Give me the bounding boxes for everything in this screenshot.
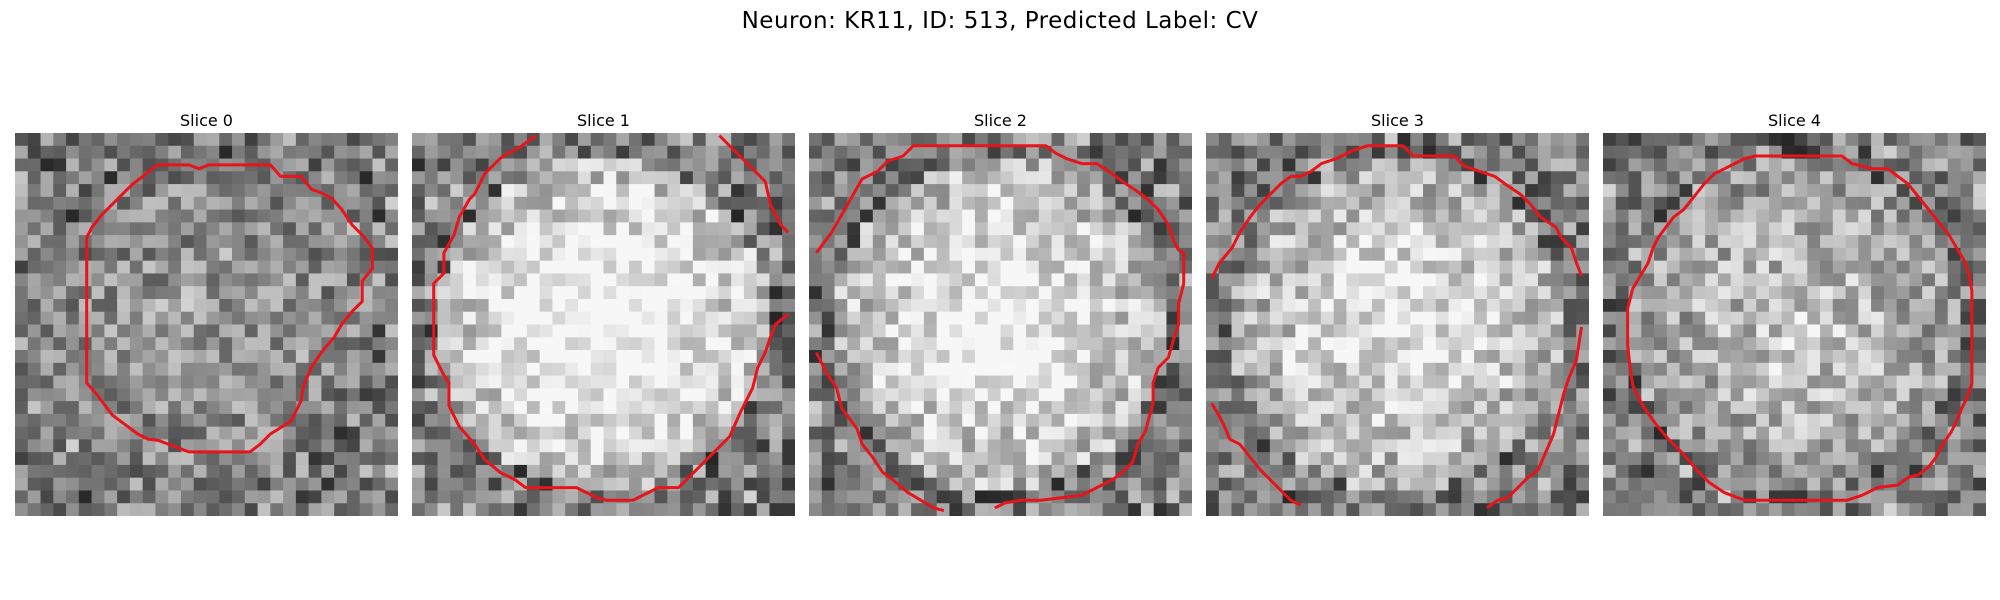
pixel-grid (809, 133, 1192, 516)
contour-line (814, 351, 945, 513)
slice-image (412, 133, 795, 516)
slice-image (809, 133, 1192, 516)
slice-image (15, 133, 398, 516)
figure-title: Neuron: KR11, ID: 513, Predicted Label: … (741, 8, 1259, 34)
pixel-grid (15, 133, 398, 516)
contour-line (1486, 326, 1584, 510)
pixel-grid (1206, 133, 1589, 516)
contour-line (994, 248, 1186, 510)
contour-line (718, 134, 790, 234)
slice-image (1603, 133, 1986, 516)
pixel-grid (1603, 133, 1986, 516)
contour-line (815, 144, 1180, 254)
panel-slice-0: Slice 0 (15, 109, 398, 516)
contour-line (1626, 154, 1974, 502)
panel-slice-4: Slice 4 (1603, 109, 1986, 516)
contour-line (1210, 402, 1302, 507)
panel-slice-2: Slice 2 (809, 109, 1192, 516)
pixel-grid (412, 133, 795, 516)
panel-title: Slice 2 (974, 111, 1027, 130)
panel-title: Slice 1 (577, 111, 630, 130)
panel-title: Slice 0 (180, 111, 233, 130)
contour-line (85, 163, 374, 454)
panel-title: Slice 4 (1768, 111, 1821, 130)
contour-line (432, 134, 790, 502)
slice-image (1206, 133, 1589, 516)
contour-line (1210, 144, 1583, 280)
panel-slice-1: Slice 1 (412, 109, 795, 516)
panel-title: Slice 3 (1371, 111, 1424, 130)
panel-slice-3: Slice 3 (1206, 109, 1589, 516)
